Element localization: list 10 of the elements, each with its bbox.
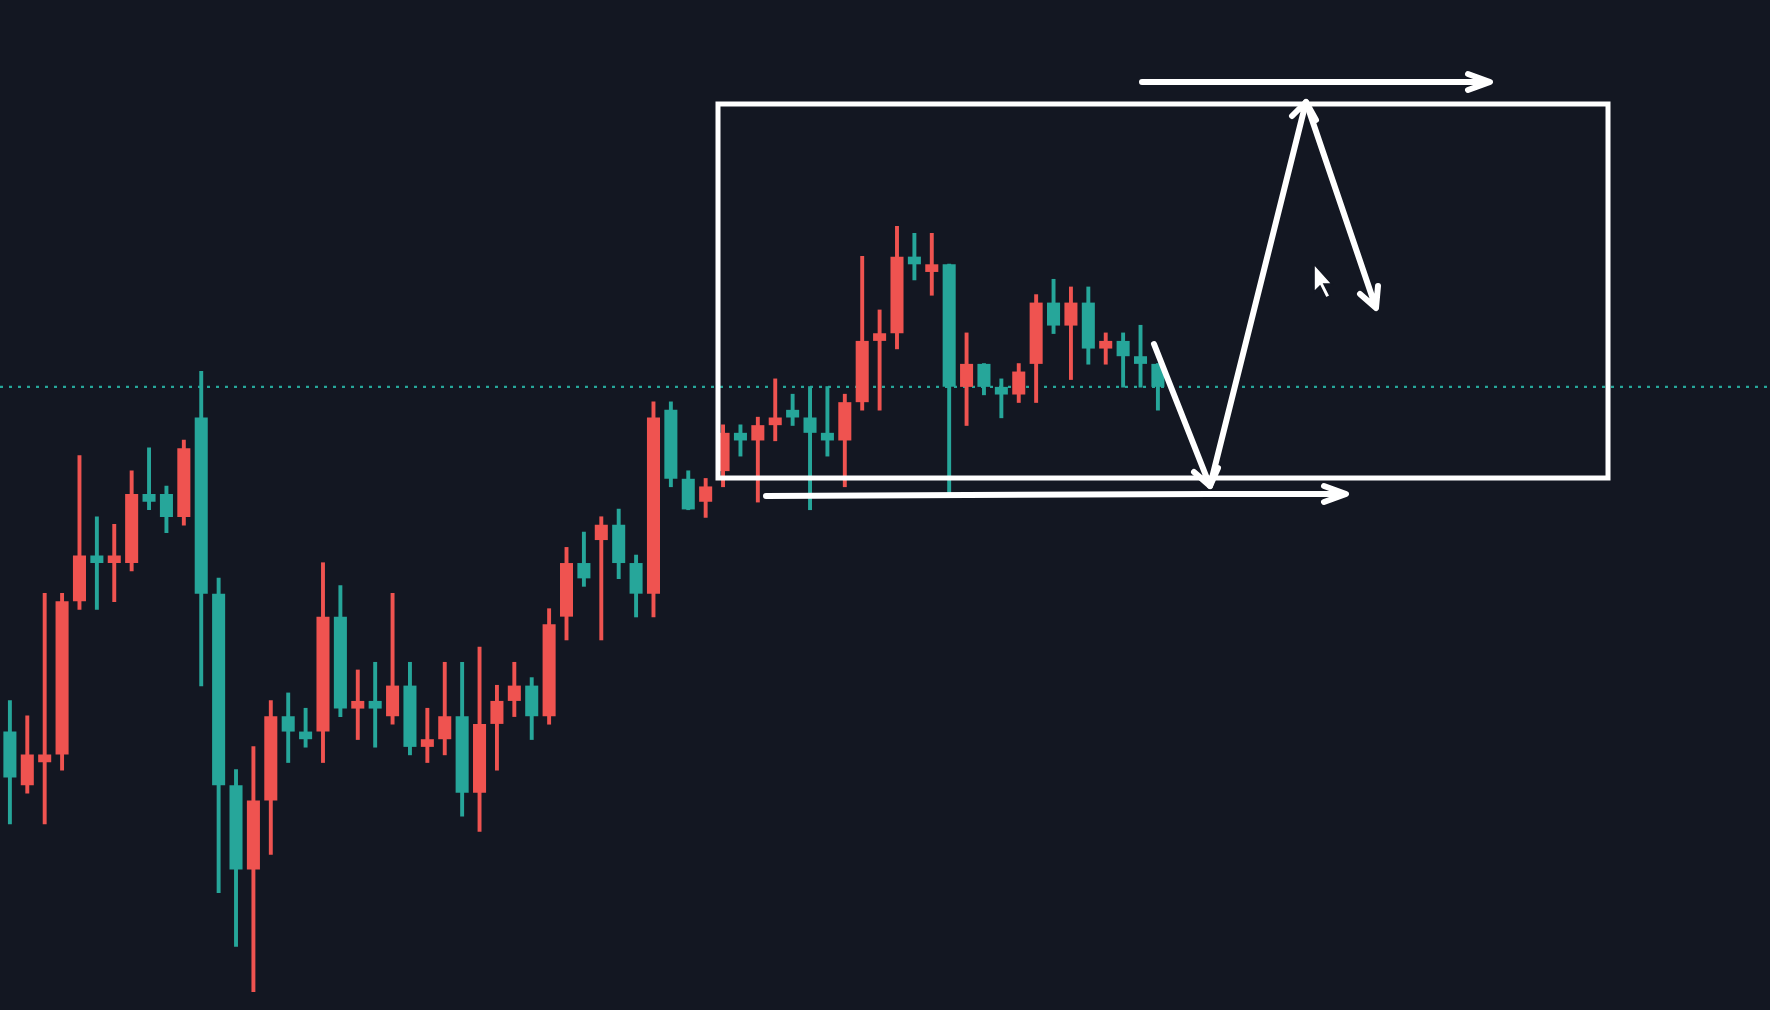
candlestick [142,447,156,511]
candlestick [873,309,887,411]
candlestick [107,524,121,602]
candlestick [351,669,365,740]
candlestick [768,378,782,442]
candlestick [925,233,939,296]
candlestick [368,661,382,748]
candlestick [38,593,52,825]
candlestick [594,516,608,641]
candlestick [90,516,104,610]
